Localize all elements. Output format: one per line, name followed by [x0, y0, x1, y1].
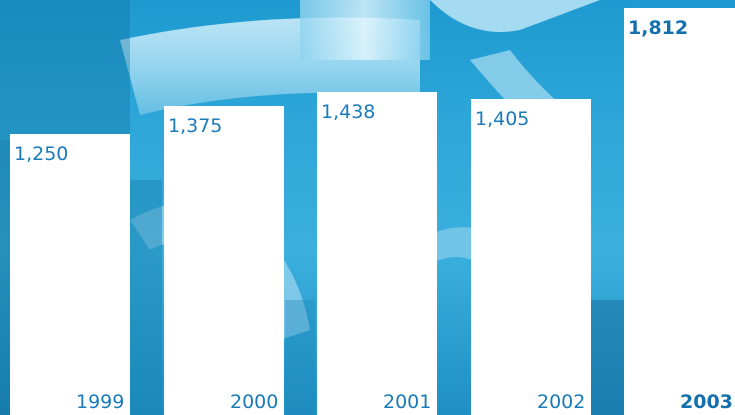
year-label-1999: 1999 — [76, 391, 125, 413]
bar-1999 — [10, 134, 130, 415]
year-label-2002: 2002 — [537, 391, 586, 413]
year-label-2000: 2000 — [230, 391, 279, 413]
value-label-2003: 1,812 — [628, 17, 689, 39]
value-label-2000: 1,375 — [168, 115, 223, 137]
value-label-1999: 1,250 — [14, 143, 69, 165]
value-label-2001: 1,438 — [321, 101, 376, 123]
bar-2003 — [624, 8, 735, 415]
year-label-2001: 2001 — [383, 391, 432, 413]
bar-2000 — [164, 106, 284, 415]
value-label-2002: 1,405 — [475, 108, 530, 130]
bar-2001 — [317, 92, 437, 415]
bar-2002 — [471, 99, 591, 415]
year-label-2003: 2003 — [680, 391, 733, 413]
